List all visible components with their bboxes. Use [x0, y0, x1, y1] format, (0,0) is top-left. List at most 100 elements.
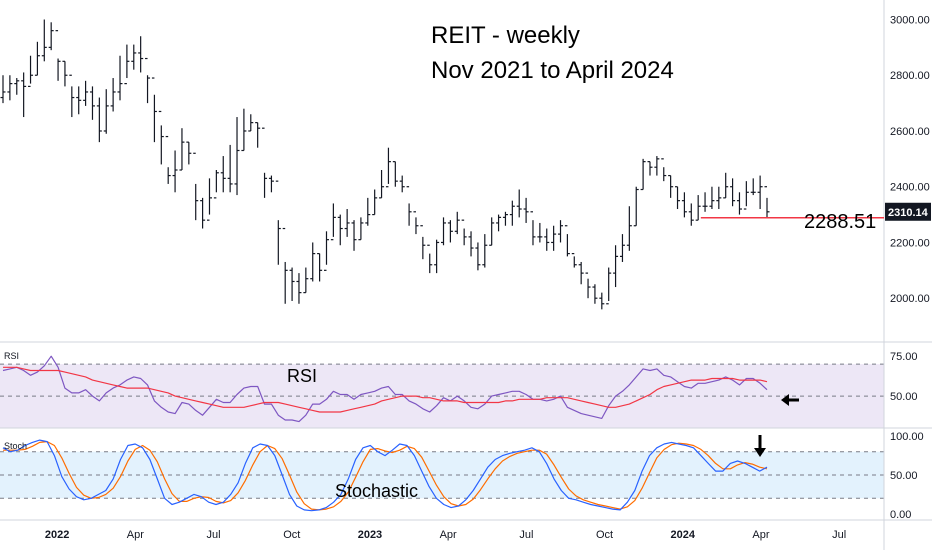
stochastic-lines — [2, 439, 768, 512]
price-bar — [709, 186, 715, 210]
stoch-d-line — [3, 441, 768, 511]
price-bar — [41, 19, 47, 62]
price-bar — [599, 292, 605, 310]
price-bar — [21, 72, 27, 118]
price-bar — [661, 158, 667, 182]
price-bar — [654, 156, 660, 176]
price-bar — [69, 74, 75, 118]
rsi-line — [2, 355, 768, 423]
price-bar — [723, 172, 729, 199]
x-axis[interactable]: 2022 Apr Jul Oct 2023 Apr Jul Oct 2024 Apr Jul — [45, 529, 846, 541]
price-bar — [502, 211, 508, 226]
price-bar — [337, 214, 343, 246]
price-bar — [668, 174, 674, 198]
price-bar — [131, 44, 137, 70]
price-bar — [14, 78, 20, 95]
stoch-y-tick-label: 50.00 — [890, 470, 918, 482]
price-bar — [564, 225, 570, 257]
price-bar — [468, 231, 474, 257]
x-tick-label: Oct — [596, 529, 613, 541]
price-bar — [344, 209, 350, 237]
price-bar — [688, 203, 694, 226]
price-bar — [262, 127, 268, 198]
price-bar — [241, 108, 247, 152]
price-bar — [757, 175, 763, 210]
price-bar — [454, 211, 460, 235]
price-bar — [406, 186, 412, 226]
price-bar — [138, 36, 144, 73]
price-bar — [83, 80, 89, 106]
price-bar — [268, 175, 274, 193]
price-bar — [633, 186, 639, 227]
price-bar — [372, 189, 378, 216]
rsi-y-tick-label: 75.00 — [890, 351, 918, 363]
x-tick-label: Oct — [283, 529, 300, 541]
price-bar — [365, 197, 371, 226]
price-y-tick-label: 3000.00 — [890, 15, 930, 27]
y-axis[interactable]: 3000.00 2800.00 2600.00 2400.00 2200.00 2000.… — [885, 15, 931, 521]
price-bar — [186, 141, 192, 165]
last-price-label: 2310.14 — [888, 207, 929, 219]
price-bar — [310, 242, 316, 282]
price-bar — [117, 55, 123, 101]
price-bar — [626, 206, 632, 251]
x-tick-label: Apr — [127, 529, 144, 541]
price-bar — [392, 161, 398, 187]
rsi-lines — [2, 355, 768, 423]
price-bar — [275, 180, 281, 265]
stochastic-panel-label: Stochastic — [335, 481, 418, 501]
price-bar — [427, 244, 433, 274]
x-tick-label: Jul — [519, 529, 533, 541]
price-bar — [434, 239, 440, 274]
price-bar — [461, 219, 467, 246]
price-bar — [48, 22, 54, 51]
price-y-tick-label: 2200.00 — [890, 237, 930, 249]
price-bar — [34, 41, 40, 76]
price-bar — [303, 267, 309, 294]
price-bar — [743, 181, 749, 210]
price-y-tick-label: 2000.00 — [890, 293, 930, 305]
chart-title-line-1: REIT - weekly — [431, 22, 580, 49]
stoch-y-tick-label: 100.00 — [890, 431, 924, 443]
price-bar — [544, 228, 550, 251]
price-bar — [647, 161, 653, 176]
stoch-k-line — [2, 439, 768, 512]
x-tick-label: Apr — [752, 529, 769, 541]
price-bar — [730, 178, 736, 207]
price-bar — [7, 75, 13, 101]
support-level-label: 2288.51 — [804, 211, 876, 233]
price-bar — [200, 197, 206, 229]
price-bar — [145, 57, 151, 104]
price-bar — [420, 225, 426, 260]
price-bar — [447, 220, 453, 243]
price-bar — [702, 192, 708, 212]
price-bar — [592, 284, 598, 304]
x-tick-label: Jul — [832, 529, 846, 541]
price-bar — [28, 55, 34, 87]
price-bar — [441, 217, 447, 246]
price-bar — [213, 170, 219, 199]
price-bar — [516, 189, 522, 218]
price-bar — [750, 178, 756, 196]
price-bar — [640, 158, 646, 191]
rsi-ma-line — [3, 366, 768, 413]
price-bar — [489, 217, 495, 246]
price-bar — [385, 147, 391, 188]
price-bars — [0, 19, 884, 310]
price-bar — [399, 175, 405, 193]
price-bar — [76, 86, 82, 115]
price-bar — [330, 203, 336, 241]
rsi-panel-tag: RSI — [4, 351, 19, 361]
price-bar — [255, 122, 261, 148]
price-y-tick-label: 2600.00 — [890, 126, 930, 138]
price-bar — [179, 128, 185, 171]
price-bar — [551, 225, 557, 251]
price-bar — [62, 60, 68, 87]
price-bar — [172, 150, 178, 193]
price-bar — [323, 231, 329, 271]
price-bar — [96, 97, 102, 143]
stochastic-panel-tag: Stoch — [4, 441, 27, 451]
x-tick-label: Jul — [207, 529, 221, 541]
price-bar — [736, 192, 742, 215]
